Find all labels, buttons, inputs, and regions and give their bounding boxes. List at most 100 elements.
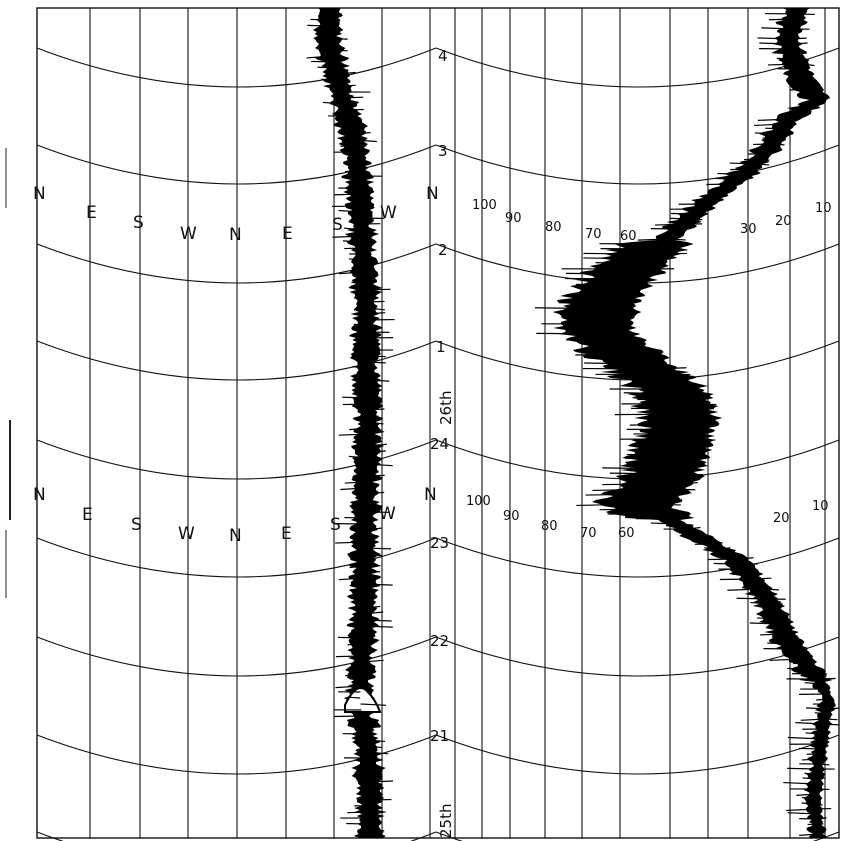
direction-trace-spike	[363, 547, 392, 550]
speed-trace-spike	[704, 547, 722, 550]
direction-trace-spike	[348, 696, 361, 699]
hour-arc-left	[36, 439, 437, 480]
speed-trace-spike	[799, 833, 820, 837]
hour-arc-left	[36, 144, 437, 185]
direction-trace-spike	[348, 258, 364, 261]
speed-trace-spike	[754, 132, 781, 135]
dir-label-upper: E	[282, 224, 293, 244]
speed-trace-spike	[815, 803, 823, 806]
speed-trace-spike	[801, 802, 816, 805]
direction-trace-spike	[306, 55, 332, 59]
direction-trace-spike	[335, 541, 365, 544]
speed-trace-spike	[765, 127, 785, 130]
speed-label-lower: 60	[618, 526, 635, 541]
speed-trace-spike	[745, 172, 761, 175]
direction-trace-spike	[335, 121, 350, 125]
speed-trace-spike	[790, 37, 807, 40]
direction-trace-spike	[363, 605, 381, 609]
time-label: 3	[438, 142, 448, 160]
direction-trace-spike	[365, 312, 386, 315]
direction-trace-spike	[356, 156, 367, 159]
direction-trace-spike	[363, 583, 393, 586]
speed-trace-spike	[574, 297, 611, 300]
direction-trace-spike	[363, 559, 375, 563]
direction-trace-spike	[335, 685, 361, 689]
direction-trace-spike	[363, 619, 392, 622]
direction-trace-spike	[317, 66, 335, 69]
speed-trace-spike	[727, 588, 762, 591]
speed-trace-spike	[575, 312, 608, 315]
speed-trace-spike	[599, 508, 653, 511]
speed-trace-spike	[816, 698, 830, 701]
speed-trace-spike	[772, 52, 796, 55]
speed-trace-spike	[795, 722, 825, 725]
speed-trace-spike	[650, 522, 680, 525]
direction-trace-spike	[310, 18, 330, 21]
speed-trace-spike	[712, 553, 731, 556]
direction-trace-spike	[365, 491, 385, 495]
speed-trace-spike	[678, 453, 705, 456]
speed-trace-spike	[641, 463, 676, 466]
direction-trace-spike	[333, 193, 360, 196]
speed-trace-spike	[670, 217, 692, 220]
hour-arc-left	[36, 47, 437, 88]
speed-trace-spike	[787, 736, 823, 740]
speed-trace-spike	[575, 353, 634, 356]
direction-trace-spike	[322, 101, 345, 105]
speed-trace-spike	[760, 158, 770, 161]
time-label: 2	[438, 241, 448, 259]
speed-trace-spike	[607, 313, 624, 316]
direction-trace-spike	[347, 811, 371, 814]
speed-trace-spike	[755, 163, 770, 166]
direction-trace-spike	[363, 553, 383, 557]
recorder-traces	[306, 8, 840, 839]
direction-trace-spike	[339, 271, 365, 275]
direction-trace-spike	[328, 37, 348, 40]
hour-arc-right	[435, 537, 840, 578]
speed-trace-spike	[683, 438, 716, 441]
speed-trace-spike	[749, 622, 783, 625]
direction-trace-spike	[352, 132, 371, 135]
direction-trace-spike	[367, 443, 388, 447]
speed-trace-spike	[762, 137, 778, 140]
speed-trace-spike	[706, 183, 734, 186]
speed-trace-spike	[625, 457, 678, 460]
direction-trace-spike	[338, 209, 361, 213]
speed-trace-spike	[588, 347, 628, 350]
hour-arc-left	[36, 537, 437, 578]
speed-trace-spike	[806, 707, 828, 710]
speed-trace-spike	[566, 338, 616, 341]
speed-trace-spike	[757, 582, 765, 585]
time-label: 4	[438, 47, 448, 65]
speed-trace-spike	[815, 92, 821, 95]
speed-trace-spike	[805, 93, 816, 96]
direction-trace-spike	[367, 421, 384, 425]
speed-trace-spike	[783, 23, 796, 26]
hour-arc-right	[435, 144, 840, 185]
speed-trace-spike	[780, 113, 800, 117]
speed-label-lower: 20	[773, 511, 790, 526]
speed-trace-spike	[651, 367, 687, 370]
direction-trace-spike	[369, 791, 379, 795]
speed-trace-spike	[631, 407, 687, 410]
speed-trace-spike	[754, 123, 788, 127]
direction-trace-spike	[364, 726, 381, 729]
speed-trace-spike	[660, 488, 696, 491]
speed-trace-spike	[630, 382, 673, 385]
speed-label-lower: 100	[466, 494, 491, 509]
speed-trace-spike	[784, 628, 792, 631]
speed-trace-spike	[637, 238, 670, 241]
direction-trace-spike	[344, 247, 364, 250]
day-label: 25th	[437, 804, 455, 838]
direction-trace-spike	[342, 403, 368, 406]
speed-trace-spike	[643, 447, 681, 450]
direction-trace-spike	[358, 775, 369, 778]
speed-trace-spike	[652, 508, 679, 512]
speed-trace-spike	[791, 42, 808, 45]
time-label: 1	[436, 338, 446, 356]
direction-trace	[313, 8, 388, 838]
direction-trace-spike	[307, 24, 329, 27]
speed-trace-spike	[583, 252, 653, 255]
speed-trace-spike	[796, 793, 816, 796]
scale-labels: N E S W N E S W N N E S W N E S W N 100 …	[33, 47, 832, 838]
